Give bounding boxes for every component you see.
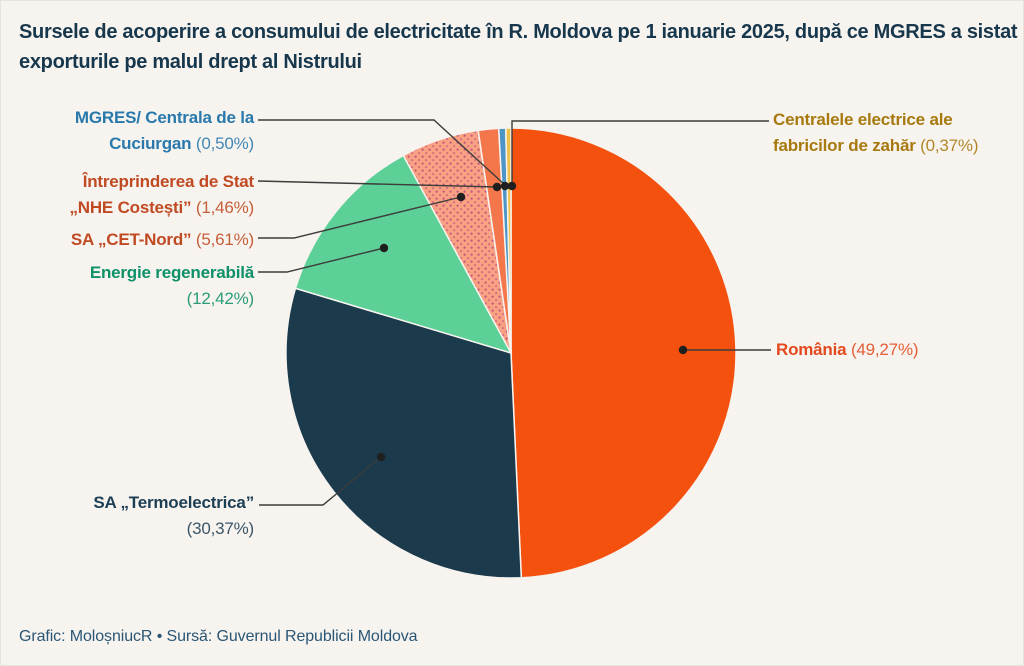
leader-dot-4	[492, 182, 502, 192]
label-energie-regenerabila: Energie regenerabilă (12,42%)	[42, 260, 254, 312]
slice-name: MGRES/ Centrala de la Cuciurgan	[74, 108, 254, 153]
slice-value: (1,46%)	[195, 198, 254, 217]
pie-slice-2	[294, 154, 513, 355]
slice-name: România	[776, 340, 847, 359]
label-romania: România (49,27%)	[776, 337, 919, 363]
pie-slice-1	[285, 287, 523, 579]
slice-name: Întreprinderea de Stat „NHE Costești”	[69, 172, 254, 217]
chart-title: Sursele de acoperire a consumului de ele…	[19, 21, 1018, 73]
slice-name: SA „Termoelectrica”	[93, 493, 254, 512]
chart-footer: Grafic: MoloșniucR • Sursă: Guvernul Rep…	[19, 628, 418, 645]
label-mgres-cuciurgan: MGRES/ Centrala de la Cuciurgan (0,50%)	[42, 105, 254, 157]
leader-dot-0	[678, 345, 688, 355]
leader-dot-1	[376, 452, 386, 462]
label-cet-nord: SA „CET-Nord” (5,61%)	[71, 227, 254, 253]
leader-line-6	[511, 120, 769, 185]
slice-name: Centralele electrice ale fabricilor de z…	[773, 110, 953, 155]
slice-value: (12,42%)	[186, 289, 255, 308]
label-nhe-costesti: Întreprinderea de Stat „NHE Costești” (1…	[42, 169, 254, 221]
slice-name: Energie regenerabilă	[89, 263, 254, 282]
leader-dot-2	[379, 243, 389, 253]
label-fabrici-zahar: Centralele electrice ale fabricilor de z…	[773, 107, 1013, 159]
slice-value: (0,50%)	[195, 134, 254, 153]
slice-value: (0,37%)	[920, 136, 979, 155]
leader-dot-5	[500, 181, 510, 191]
slice-value: (30,37%)	[186, 519, 255, 538]
slice-name: SA „CET-Nord”	[70, 230, 192, 249]
leader-dot-3	[456, 192, 466, 202]
pie-slice-0	[510, 127, 737, 579]
leader-line-4	[257, 180, 498, 188]
slice-value: (49,27%)	[850, 340, 919, 359]
label-termoelectrica: SA „Termoelectrica” (30,37%)	[42, 490, 254, 542]
leader-dot-6	[507, 181, 517, 191]
leader-line-5	[258, 119, 506, 186]
slice-value: (5,61%)	[195, 230, 254, 249]
leader-line-1	[259, 456, 382, 506]
leader-line-2	[258, 247, 385, 273]
leader-line-3	[258, 196, 462, 239]
